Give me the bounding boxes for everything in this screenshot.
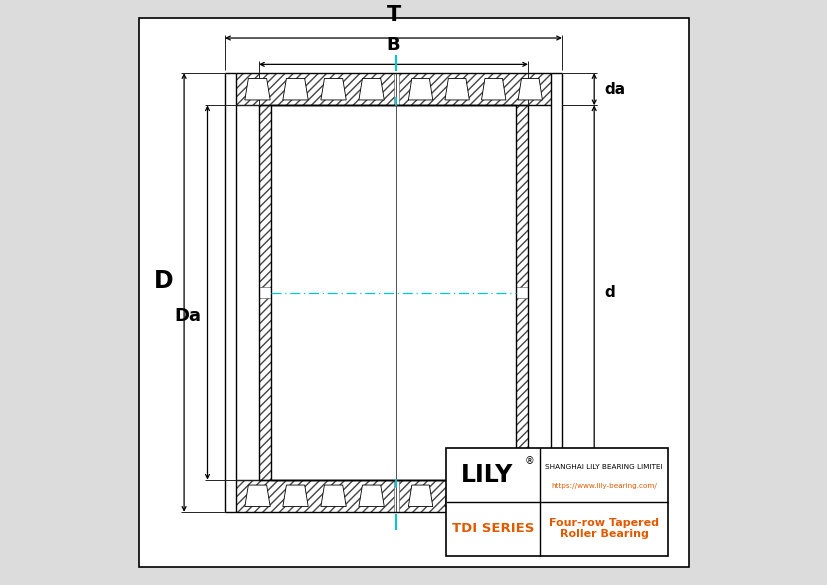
Polygon shape [321, 485, 346, 507]
Text: SHANGHAI LILY BEARING LIMITEI: SHANGHAI LILY BEARING LIMITEI [544, 464, 662, 470]
Bar [236, 480, 393, 512]
Polygon shape [518, 485, 542, 507]
Text: https://www.lily-bearing.com/: https://www.lily-bearing.com/ [551, 483, 656, 490]
Polygon shape [283, 485, 308, 507]
Polygon shape [481, 485, 505, 507]
Polygon shape [245, 485, 270, 507]
Text: D: D [154, 269, 174, 293]
Bar [259, 105, 270, 287]
Text: d: d [604, 285, 614, 300]
Bar [236, 73, 393, 105]
Bar [516, 105, 528, 287]
Polygon shape [321, 78, 346, 100]
Text: ®: ® [524, 456, 534, 466]
Bar [446, 448, 667, 556]
Bar [399, 480, 551, 512]
Polygon shape [444, 78, 469, 100]
Polygon shape [358, 485, 384, 507]
Bar [399, 73, 551, 105]
Bar [516, 298, 528, 480]
Polygon shape [408, 485, 433, 507]
Text: Four-row Tapered
Roller Bearing: Four-row Tapered Roller Bearing [548, 518, 658, 539]
Bar [259, 298, 270, 480]
Text: B: B [386, 36, 399, 54]
Text: TDI SERIES: TDI SERIES [451, 522, 533, 535]
Polygon shape [358, 78, 384, 100]
Polygon shape [481, 78, 505, 100]
Text: da: da [604, 82, 625, 97]
Polygon shape [245, 78, 270, 100]
Text: T: T [386, 5, 400, 25]
Polygon shape [283, 78, 308, 100]
Polygon shape [444, 485, 469, 507]
Text: LILY: LILY [461, 463, 513, 487]
Polygon shape [518, 78, 542, 100]
Text: Da: Da [174, 307, 202, 325]
Polygon shape [408, 78, 433, 100]
